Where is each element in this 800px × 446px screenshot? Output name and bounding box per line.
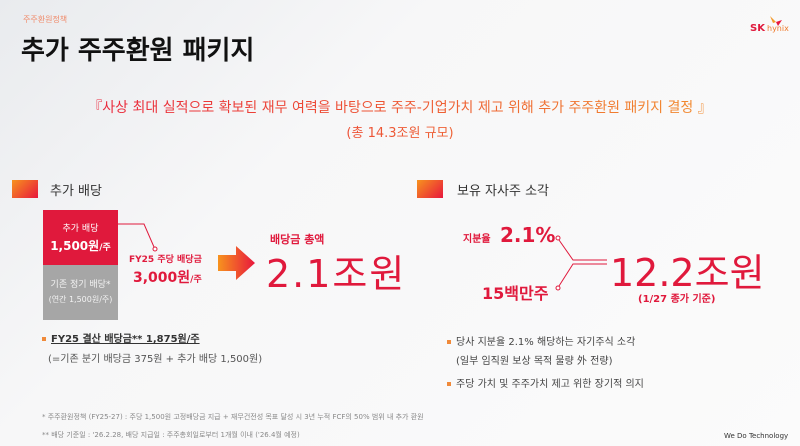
fy25-dividend-label: FY25 주당 배당금 [129, 255, 202, 265]
sk-hynix-logo: SK hynix [750, 14, 794, 36]
shares-value: 15백만주 [482, 284, 549, 303]
settlement-breakdown: (=기존 분기 배당금 375원 + 추가 배당 1,500원) [48, 354, 263, 365]
bullet-text: 주당 가치 및 주주가치 제고 위한 장기적 의지 [456, 379, 644, 390]
logo-hynix: hynix [767, 24, 789, 33]
additional-dividend-label: 추가 배당 [62, 224, 99, 234]
additional-dividend-value: 1,500원 [50, 239, 100, 253]
logo-butterfly-icon [770, 16, 782, 26]
regular-dividend-value: (연간 1,500원/주) [48, 295, 113, 304]
buyback-total-note: (1/27 종가 기준) [638, 294, 716, 305]
buyback-total-value: 12.2조원 [610, 251, 765, 295]
section-marker [417, 180, 443, 198]
regular-dividend-label: 기존 정기 배당* [50, 280, 111, 290]
fy25-dividend-value: 3,000원 [133, 270, 191, 286]
total-dividend-label: 배당금 총액 [270, 233, 325, 246]
unit: /주 [99, 243, 111, 253]
footnote: ** 배당 기준일 : '26.2.28, 배당 지급일 : 주주총회일로부터 … [42, 431, 300, 439]
footnote: * 주주환원정책 (FY25-27) : 주당 1,500원 고정배당금 지급 … [42, 413, 424, 421]
connector-line [118, 223, 158, 252]
section-marker [12, 180, 38, 198]
section-title-dividend: 추가 배당 [50, 184, 102, 199]
buyback-bullet: 당사 지분율 2.1% 해당하는 자기주식 소각 [447, 333, 635, 348]
bullet-text: FY25 결산 배당금** 1,875원/주 [51, 334, 200, 345]
logo-sk: SK [750, 23, 765, 34]
page-title: 추가 주주환원 패키지 [21, 36, 255, 66]
buyback-bullet: 주당 가치 및 주주가치 제고 위한 장기적 의지 [447, 375, 644, 390]
bullet-text: 당사 지분율 2.1% 해당하는 자기주식 소각 [456, 337, 636, 348]
arrow-right-icon [218, 246, 255, 280]
fy25-settlement-dividend: FY25 결산 배당금** 1,875원/주 [42, 330, 200, 345]
banner-total: (총 14.3조원 규모) [0, 122, 800, 141]
total-dividend-value: 2.1조원 [266, 252, 407, 296]
breadcrumb: 주주환원정책 [23, 15, 68, 24]
unit: /주 [190, 275, 202, 285]
buyback-bullet-sub: (일부 임직원 보상 목적 물량 外 전량) [456, 356, 613, 367]
connector-lines [555, 235, 607, 291]
stake-label: 지분율 [463, 234, 491, 245]
additional-dividend-box: 추가 배당 1,500원/주 [43, 210, 118, 265]
section-title-buyback: 보유 자사주 소각 [457, 184, 549, 199]
stake-value: 2.1% [500, 223, 556, 247]
banner-headline: 『사상 최대 실적으로 확보된 재무 여력을 바탕으로 주주-기업가치 제고 위… [0, 97, 800, 117]
footer-brand: We Do Technology [724, 432, 789, 440]
regular-dividend-box: 기존 정기 배당* (연간 1,500원/주) [43, 265, 118, 320]
